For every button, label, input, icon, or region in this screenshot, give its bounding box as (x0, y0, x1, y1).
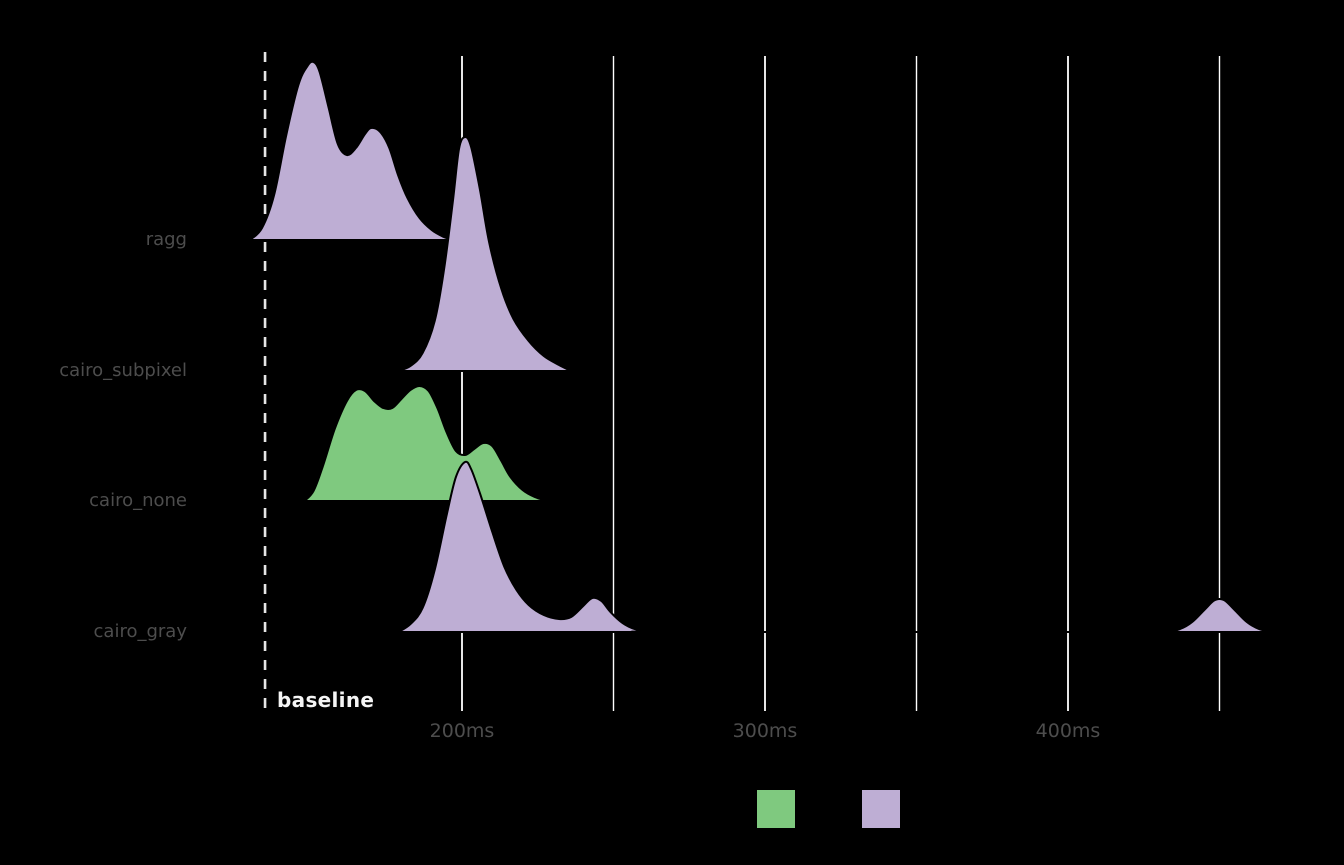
category-label-ragg: ragg (145, 229, 187, 250)
category-label-cairo-none: cairo_none (89, 490, 187, 511)
legend-swatch-purple (862, 790, 900, 828)
category-label-cairo-gray: cairo_gray (93, 621, 187, 642)
baseline-annotation: baseline (277, 688, 375, 712)
legend-swatch-green (757, 790, 795, 828)
x-tick-label-400ms: 400ms (1035, 720, 1101, 742)
x-tick-label-300ms: 300ms (732, 720, 798, 742)
x-tick-label-200ms: 200ms (429, 720, 495, 742)
category-label-cairo-subpixel: cairo_subpixel (59, 360, 187, 381)
